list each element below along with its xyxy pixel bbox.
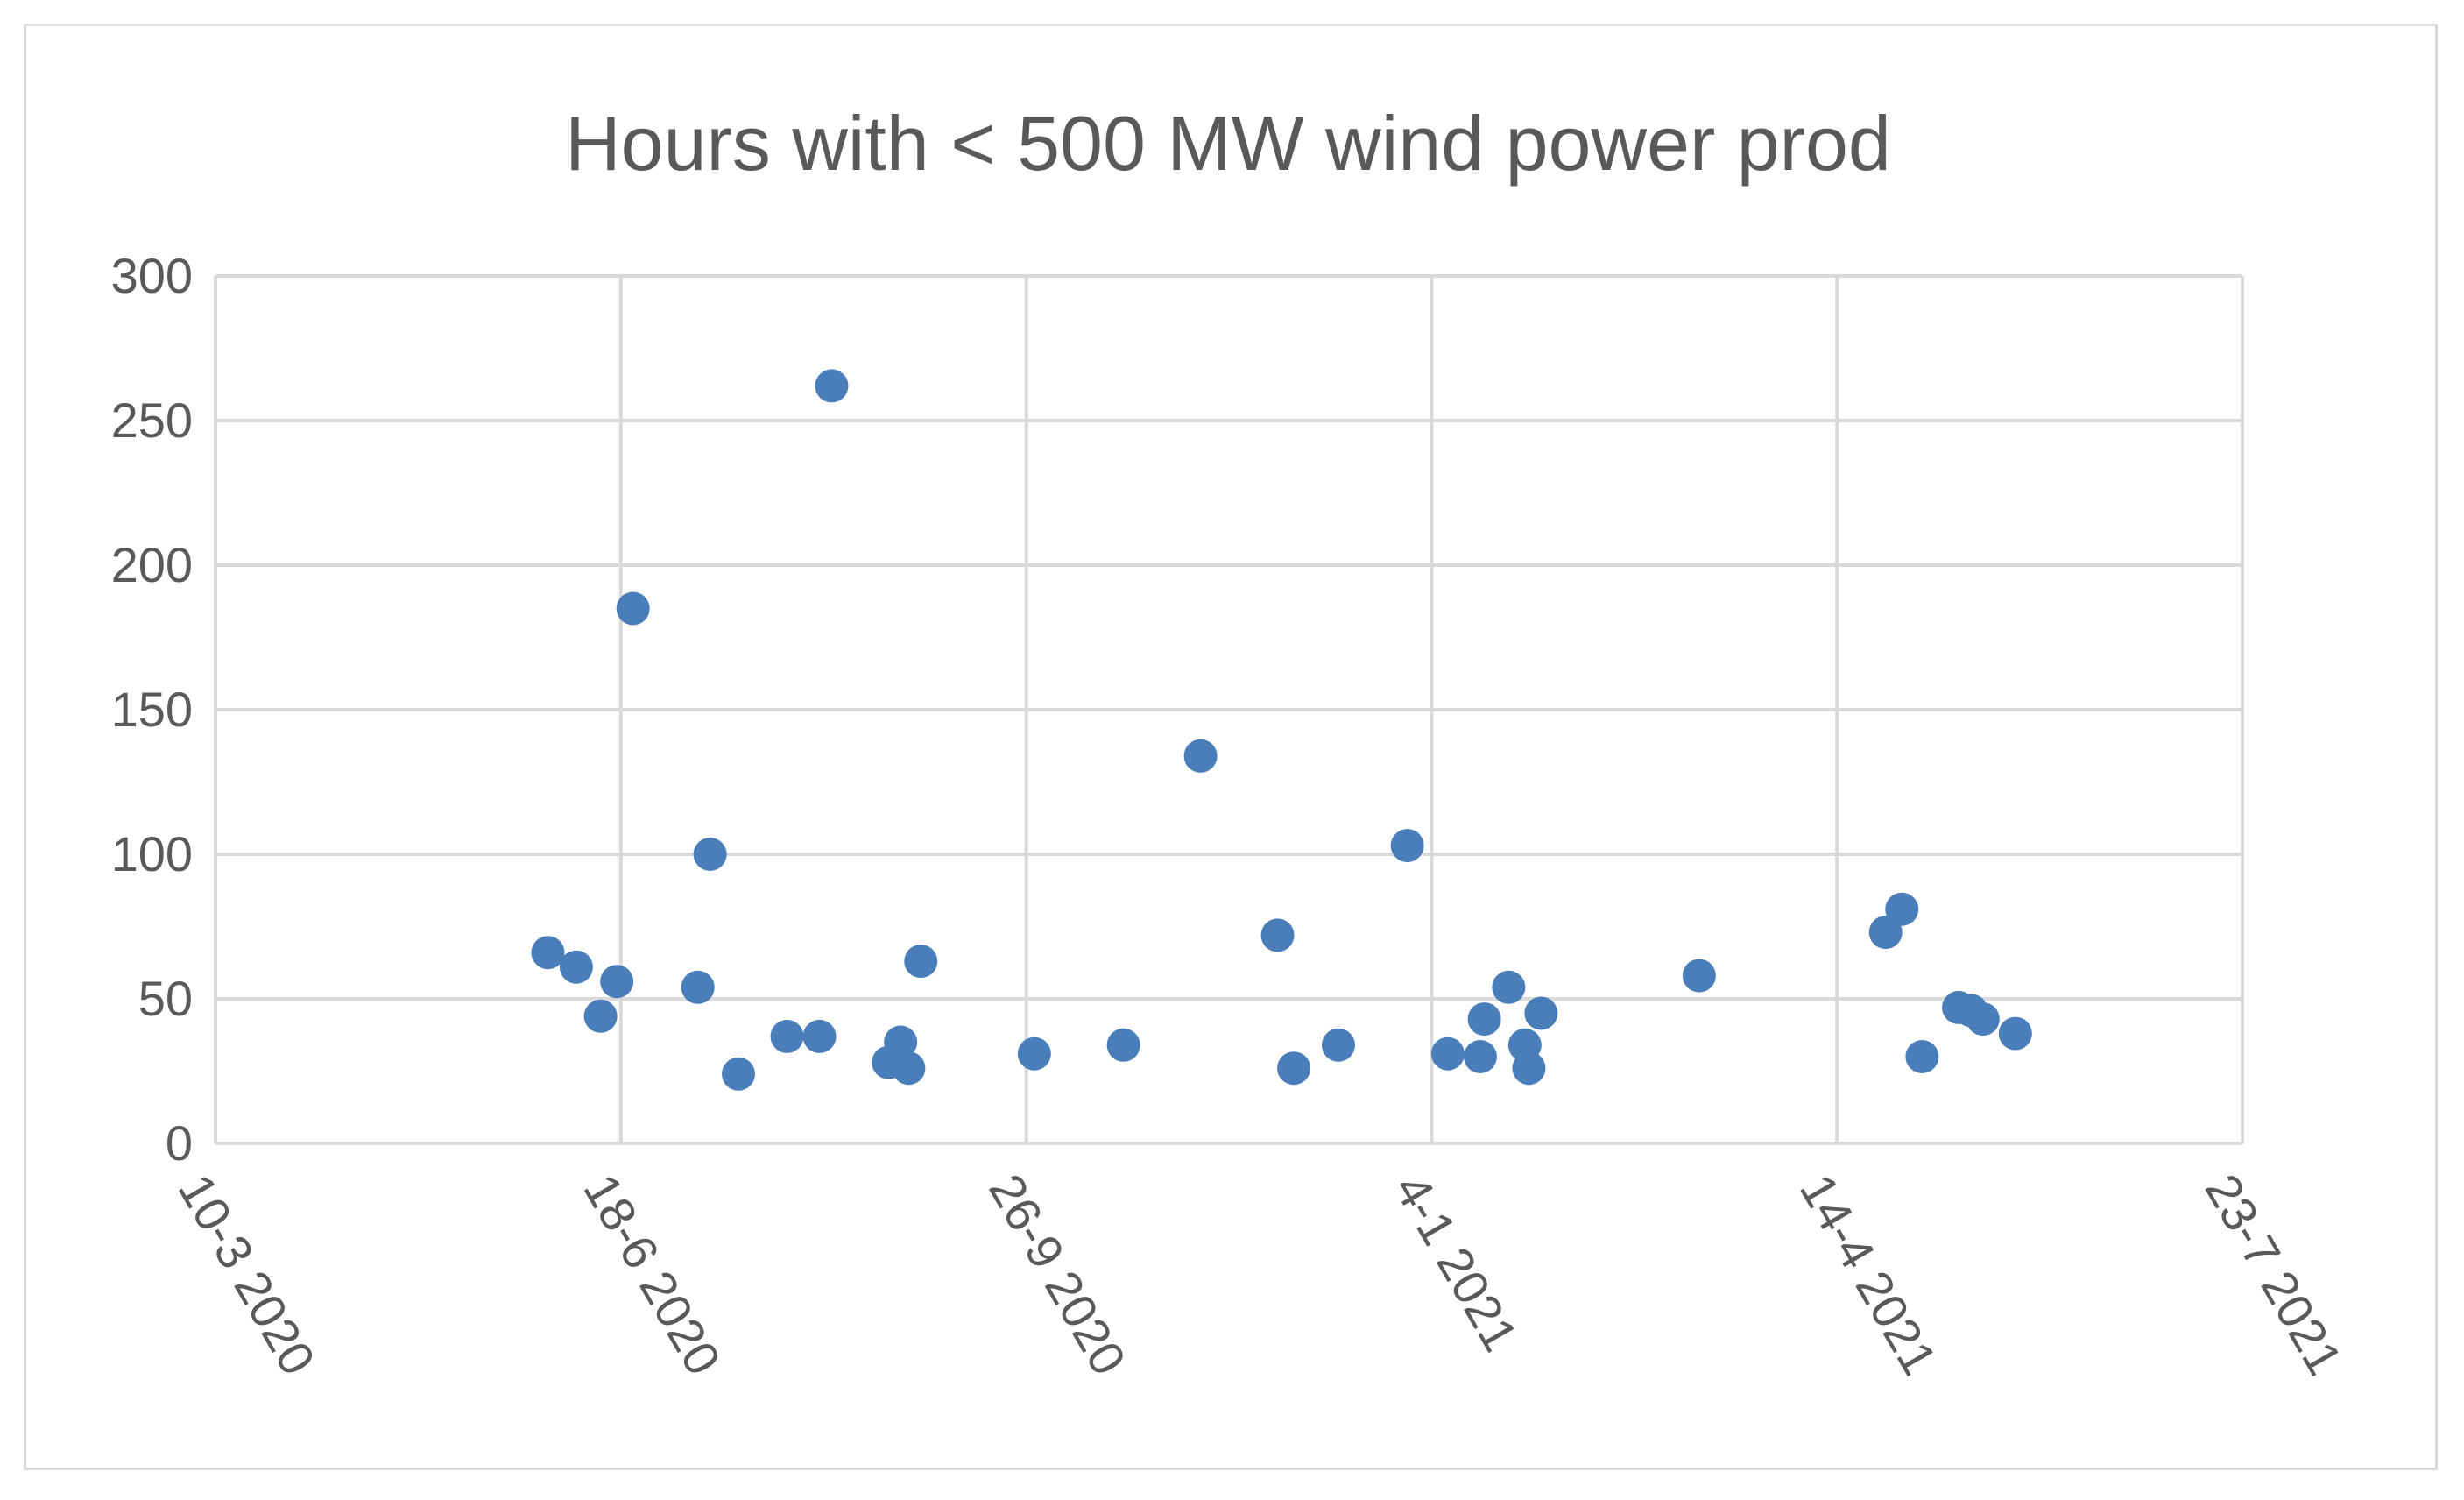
data-point-6	[693, 838, 727, 871]
scatter-chart: Hours with < 500 MW wind power prod 0 50 1…	[111, 100, 2354, 1384]
data-point-24	[1467, 1002, 1501, 1037]
data-point-0	[531, 936, 565, 970]
y-tick-label-200: 200	[111, 537, 193, 592]
y-tick-label-150: 150	[111, 682, 193, 737]
data-point-32	[1905, 1040, 1939, 1073]
data-point-15	[1017, 1037, 1051, 1071]
data-point-20	[1321, 1028, 1355, 1062]
data-point-36	[1998, 1016, 2032, 1051]
data-point-23	[1463, 1040, 1497, 1073]
x-tick-label-2020-09-26: 26-9 2020	[978, 1165, 1137, 1384]
chart-title: Hours with < 500 MW wind power prod	[565, 100, 1891, 187]
data-point-13	[892, 1051, 926, 1086]
x-tick-label-2021-04-14: 14-4 2021	[1790, 1165, 1948, 1384]
y-tick-label-300: 300	[111, 248, 193, 303]
x-tick-label-2021-07-23: 23-7 2021	[2195, 1165, 2354, 1384]
data-point-35	[1966, 1002, 2000, 1037]
data-point-3	[600, 965, 634, 999]
data-point-21	[1390, 829, 1424, 863]
data-point-19	[1277, 1051, 1311, 1086]
data-point-31	[1885, 892, 1919, 926]
data-point-29	[1682, 959, 1716, 993]
data-point-5	[681, 970, 715, 1004]
data-point-17	[1183, 739, 1218, 773]
chart-frame: Hours with < 500 MW wind power prod 0 50 1…	[24, 24, 2438, 1470]
y-tick-label-50: 50	[138, 971, 193, 1026]
y-axis-tick-labels: 0 50 100 150 200 250 300	[111, 248, 193, 1171]
x-tick-label-2020-03-10: 10-3 2020	[168, 1165, 327, 1384]
data-point-18	[1260, 918, 1295, 952]
data-point-2	[583, 999, 618, 1033]
data-point-30	[1868, 916, 1903, 950]
y-tick-label-250: 250	[111, 393, 193, 448]
data-point-14	[904, 945, 938, 979]
data-point-28	[1524, 996, 1558, 1030]
data-points	[531, 369, 2032, 1091]
data-point-10	[815, 369, 849, 403]
data-point-22	[1430, 1037, 1465, 1071]
data-point-27	[1512, 1051, 1546, 1086]
y-tick-label-0: 0	[166, 1115, 193, 1171]
data-point-8	[770, 1019, 804, 1053]
data-point-16	[1106, 1028, 1140, 1062]
x-tick-label-2020-06-18: 18-6 2020	[573, 1165, 731, 1384]
x-tick-label-2021-01-04: 4-1 2021	[1384, 1165, 1529, 1361]
data-point-1	[559, 950, 593, 984]
data-point-9	[802, 1019, 837, 1053]
data-point-7	[722, 1057, 756, 1091]
vertical-gridlines	[214, 276, 2244, 1143]
data-point-12	[884, 1025, 918, 1059]
data-point-4	[616, 591, 650, 626]
horizontal-gridlines	[215, 274, 2242, 1145]
x-axis-tick-labels: 10-3 2020 18-6 2020 26-9 2020 4-1 2021 14-4 …	[168, 1165, 2354, 1384]
y-tick-label-100: 100	[111, 826, 193, 881]
data-point-25	[1492, 970, 1526, 1004]
